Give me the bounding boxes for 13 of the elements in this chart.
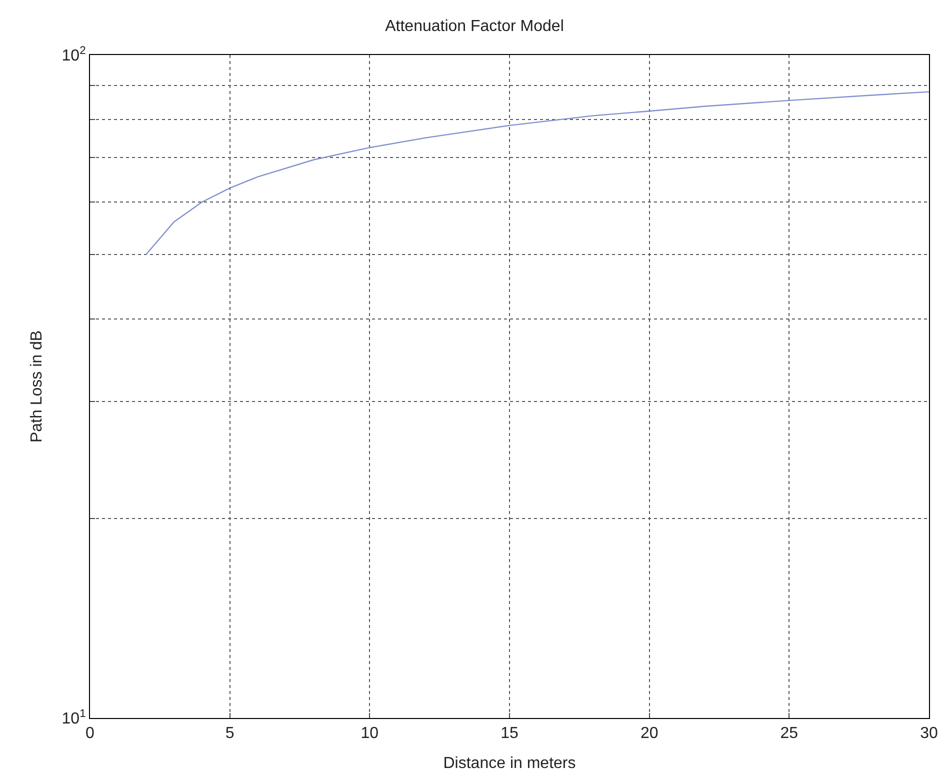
x-tick-label: 15 (500, 725, 518, 742)
x-tick-label: 0 (86, 725, 95, 742)
y-tick-label: 10$^{2}$ (62, 44, 86, 65)
x-tick-label: 20 (640, 725, 658, 742)
x-axis-title: Distance in meters (443, 754, 576, 772)
line-series (145, 91, 929, 256)
x-tick-label: 30 (920, 725, 938, 742)
y-axis-title: Path Loss in dB (28, 330, 46, 443)
x-tick-label: 5 (225, 725, 234, 742)
x-tick-label: 25 (780, 725, 798, 742)
y-tick-label: 10$^{1}$ (62, 708, 86, 728)
chart-title: Attenuation Factor Model (385, 18, 564, 35)
x-tick-label: 10 (360, 725, 379, 742)
